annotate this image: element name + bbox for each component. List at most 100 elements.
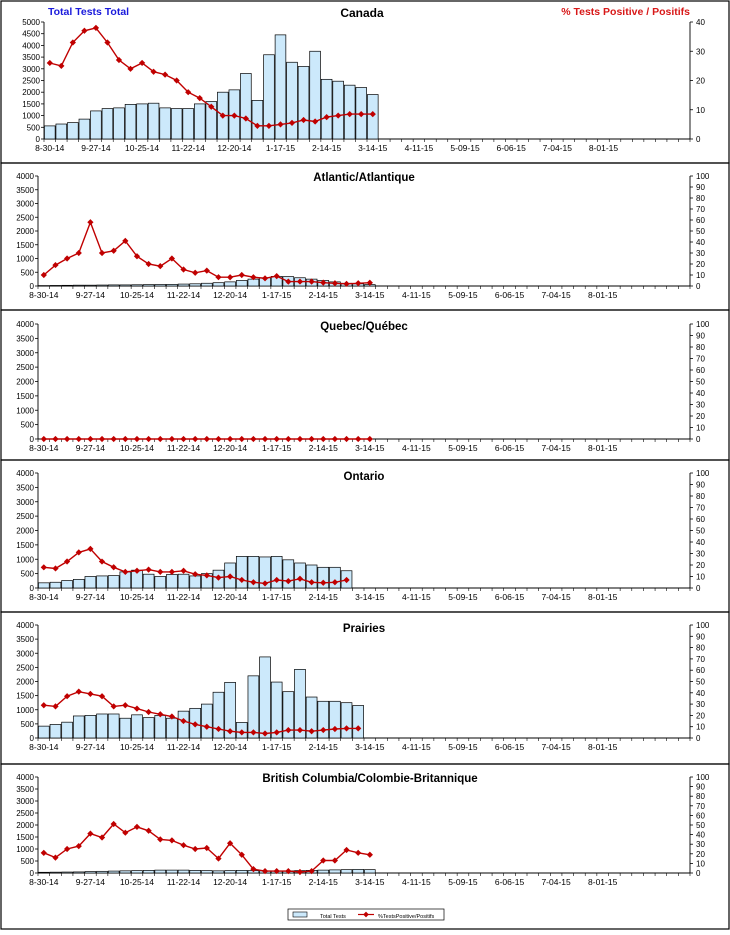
x-tick-label-atlantic: 8-01-15 bbox=[588, 290, 618, 300]
y-left-tick-label-canada: 2500 bbox=[22, 77, 40, 86]
y-right-tick-label-ontario: 100 bbox=[696, 469, 710, 478]
chart-title-bc: British Columbia/Colombie-Britannique bbox=[262, 773, 477, 785]
x-tick-label-quebec: 8-01-15 bbox=[588, 443, 618, 453]
bar-prairies bbox=[85, 715, 96, 738]
x-tick-label-quebec: 10-25-14 bbox=[120, 443, 154, 453]
bar-atlantic bbox=[108, 285, 119, 286]
bar-bc bbox=[190, 870, 201, 873]
x-tick-label-prairies: 10-25-14 bbox=[120, 742, 154, 752]
legend-bars-label: Total Tests bbox=[320, 914, 346, 920]
bar-bc bbox=[50, 872, 61, 873]
bar-atlantic bbox=[97, 285, 108, 286]
bar-ontario bbox=[73, 579, 84, 588]
bar-canada bbox=[298, 66, 309, 139]
bar-prairies bbox=[248, 676, 259, 738]
bar-atlantic bbox=[155, 284, 166, 286]
y-left-tick-label-ontario: 2000 bbox=[16, 527, 34, 536]
y-right-tick-label-quebec: 20 bbox=[696, 412, 705, 421]
x-tick-label-quebec: 8-30-14 bbox=[29, 443, 59, 453]
bar-bc bbox=[166, 870, 177, 873]
bar-canada bbox=[67, 123, 78, 139]
bar-prairies bbox=[201, 704, 212, 738]
x-tick-label-atlantic: 5-09-15 bbox=[448, 290, 478, 300]
y-left-tick-label-ontario: 1500 bbox=[16, 541, 34, 550]
bar-bc bbox=[201, 871, 212, 873]
chart-title-atlantic: Atlantic/Atlantique bbox=[313, 172, 415, 184]
y-left-tick-label-ontario: 2500 bbox=[16, 512, 34, 521]
y-left-tick-label-bc: 3000 bbox=[16, 797, 34, 806]
x-tick-label-atlantic: 7-04-15 bbox=[541, 290, 571, 300]
bar-atlantic bbox=[236, 281, 247, 287]
x-tick-label-bc: 1-17-15 bbox=[262, 877, 292, 887]
y-left-tick-label-prairies: 1500 bbox=[16, 692, 34, 701]
x-tick-label-ontario: 12-20-14 bbox=[213, 592, 247, 602]
x-tick-label-prairies: 6-06-15 bbox=[495, 742, 525, 752]
bar-atlantic bbox=[225, 282, 236, 286]
y-right-tick-label-ontario: 40 bbox=[696, 538, 705, 547]
bar-ontario bbox=[38, 583, 49, 588]
bar-bc bbox=[38, 872, 49, 873]
y-right-tick-label-bc: 80 bbox=[696, 792, 705, 801]
y-left-tick-label-prairies: 500 bbox=[21, 720, 35, 729]
x-tick-label-quebec: 5-09-15 bbox=[448, 443, 478, 453]
bar-ontario bbox=[50, 582, 61, 588]
bar-prairies bbox=[97, 714, 108, 738]
y-right-tick-label-atlantic: 30 bbox=[696, 249, 705, 258]
y-left-tick-label-bc: 2000 bbox=[16, 821, 34, 830]
bar-bc bbox=[132, 871, 143, 873]
bar-bc bbox=[353, 869, 364, 873]
bar-canada bbox=[160, 108, 171, 139]
bar-ontario bbox=[190, 576, 201, 588]
x-tick-label-bc: 5-09-15 bbox=[448, 877, 478, 887]
y-left-tick-label-canada: 500 bbox=[27, 123, 41, 132]
x-tick-label-canada: 8-01-15 bbox=[589, 143, 619, 153]
bar-prairies bbox=[178, 711, 189, 738]
legend-bar-swatch bbox=[293, 912, 307, 917]
x-tick-label-prairies: 5-09-15 bbox=[448, 742, 478, 752]
bar-canada bbox=[241, 73, 252, 139]
bar-canada bbox=[321, 79, 332, 139]
y-right-tick-label-quebec: 50 bbox=[696, 378, 705, 387]
bar-atlantic bbox=[50, 285, 61, 286]
x-tick-label-prairies: 7-04-15 bbox=[541, 742, 571, 752]
x-tick-label-canada: 7-04-15 bbox=[543, 143, 573, 153]
y-right-tick-label-bc: 90 bbox=[696, 783, 705, 792]
bar-canada bbox=[148, 103, 159, 139]
x-tick-label-atlantic: 1-17-15 bbox=[262, 290, 292, 300]
y-right-tick-label-atlantic: 100 bbox=[696, 172, 710, 181]
y-right-tick-label-ontario: 20 bbox=[696, 561, 705, 570]
y-left-tick-label-prairies: 3000 bbox=[16, 649, 34, 658]
bar-bc bbox=[236, 870, 247, 873]
y-right-tick-label-ontario: 60 bbox=[696, 515, 705, 524]
x-tick-label-prairies: 11-22-14 bbox=[167, 742, 201, 752]
x-tick-label-prairies: 2-14-15 bbox=[309, 742, 339, 752]
y-right-tick-label-quebec: 80 bbox=[696, 343, 705, 352]
bar-atlantic bbox=[143, 285, 154, 286]
y-right-tick-label-prairies: 100 bbox=[696, 621, 710, 630]
y-left-tick-label-bc: 3500 bbox=[16, 785, 34, 794]
y-right-tick-label-prairies: 10 bbox=[696, 723, 705, 732]
x-tick-label-ontario: 8-30-14 bbox=[29, 592, 59, 602]
y-right-tick-label-canada: 0 bbox=[696, 135, 701, 144]
bar-bc bbox=[73, 872, 84, 873]
y-right-tick-label-atlantic: 0 bbox=[696, 282, 701, 291]
y-left-tick-label-quebec: 500 bbox=[21, 421, 35, 430]
x-tick-label-ontario: 2-14-15 bbox=[309, 592, 339, 602]
y-left-tick-label-canada: 4000 bbox=[22, 41, 40, 50]
x-tick-label-canada: 11-22-14 bbox=[171, 143, 205, 153]
x-tick-label-quebec: 1-17-15 bbox=[262, 443, 292, 453]
bar-atlantic bbox=[85, 285, 96, 286]
y-right-tick-label-prairies: 90 bbox=[696, 632, 705, 641]
bar-ontario bbox=[295, 563, 306, 588]
x-tick-label-bc: 8-30-14 bbox=[29, 877, 59, 887]
y-right-tick-label-ontario: 80 bbox=[696, 492, 705, 501]
y-left-tick-label-bc: 1500 bbox=[16, 833, 34, 842]
x-tick-label-quebec: 9-27-14 bbox=[76, 443, 106, 453]
bar-prairies bbox=[38, 726, 49, 738]
x-tick-label-ontario: 4-11-15 bbox=[402, 592, 431, 602]
x-tick-label-atlantic: 12-20-14 bbox=[213, 290, 247, 300]
bar-bc bbox=[318, 870, 329, 873]
y-right-tick-label-ontario: 10 bbox=[696, 573, 705, 582]
y-left-tick-label-canada: 4500 bbox=[22, 30, 40, 39]
bar-prairies bbox=[120, 718, 131, 738]
